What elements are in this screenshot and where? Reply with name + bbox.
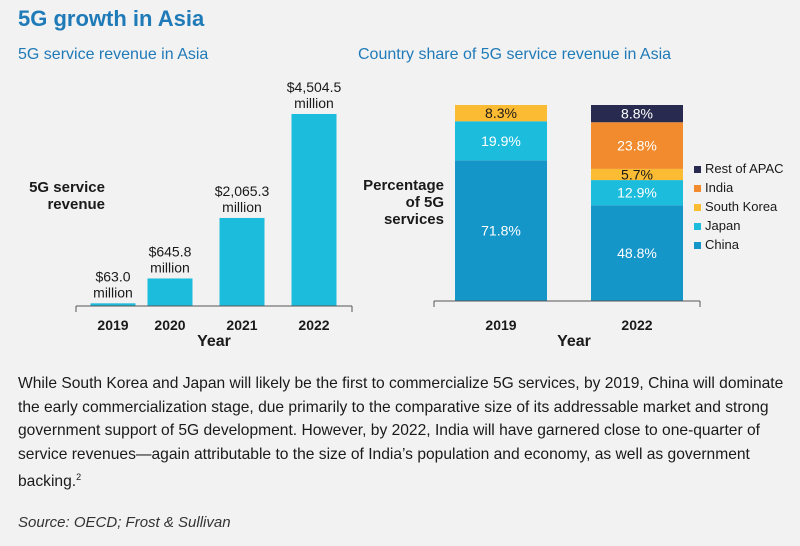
- revenue-x-tick-2022: 2022: [298, 317, 329, 333]
- revenue-x-tick-2020: 2020: [154, 317, 185, 333]
- revenue-value-label-2020: $645.8: [149, 243, 192, 259]
- share-segment-south-korea-2019: [455, 105, 547, 122]
- share-y-axis-title: Percentage: [363, 177, 444, 194]
- share-label-south-korea-2022: 5.7%: [621, 166, 653, 182]
- revenue-bar-2020: [147, 278, 193, 306]
- share-segment-japan-2019: [455, 121, 547, 161]
- legend-swatch-japan: [694, 223, 701, 230]
- share-segment-china-2022: [591, 205, 683, 301]
- share-label-india-2022: 23.8%: [617, 138, 657, 154]
- revenue-unit-label-2019: million: [93, 284, 133, 300]
- legend-swatch-china: [694, 242, 701, 249]
- legend-label-india: India: [705, 180, 734, 195]
- main-title: 5G growth in Asia: [18, 6, 205, 31]
- footnote-marker: 2: [76, 472, 82, 483]
- legend-label-south-korea: South Korea: [705, 199, 778, 214]
- revenue-value-label-2022: $4,504.5: [287, 79, 342, 95]
- revenue-value-label-2019: $63.0: [95, 268, 130, 284]
- revenue-y-axis-title: revenue: [47, 196, 105, 213]
- share-segment-china-2019: [455, 160, 547, 301]
- share-x-axis-title: Year: [557, 333, 591, 350]
- legend-swatch-india: [694, 185, 701, 192]
- share-label-rest-of-apac-2022: 8.8%: [621, 106, 653, 122]
- share-label-japan-2022: 12.9%: [617, 185, 657, 201]
- share-y-axis-title: of 5G: [406, 194, 444, 211]
- revenue-bar-2022: [291, 114, 337, 306]
- revenue-x-tick-2019: 2019: [97, 317, 128, 333]
- charts-canvas: $63.0million2019$645.8million2020$2,065.…: [29, 79, 784, 350]
- revenue-bar-2021: [219, 217, 265, 306]
- revenue-chart-title: 5G service revenue in Asia: [18, 46, 209, 63]
- share-y-axis-title: services: [384, 211, 444, 228]
- revenue-unit-label-2020: million: [150, 259, 190, 275]
- legend-swatch-south-korea: [694, 204, 701, 211]
- revenue-y-axis-title: 5G service: [29, 179, 105, 196]
- revenue-unit-label-2022: million: [294, 95, 334, 111]
- share-segment-india-2022: [591, 122, 683, 169]
- share-segment-south-korea-2022: [591, 168, 683, 181]
- share-x-tick-2022: 2022: [621, 317, 652, 333]
- revenue-value-label-2021: $2,065.3: [215, 183, 270, 199]
- share-chart-title: Country share of 5G service revenue in A…: [358, 46, 672, 63]
- share-label-china-2022: 48.8%: [617, 245, 657, 261]
- revenue-x-tick-2021: 2021: [226, 317, 257, 333]
- share-segment-rest-of-apac-2022: [591, 105, 683, 123]
- legend-label-china: China: [705, 237, 740, 252]
- legend-label-japan: Japan: [705, 218, 740, 233]
- share-segment-japan-2022: [591, 180, 683, 206]
- source-note: Source: OECD; Frost & Sullivan: [18, 514, 231, 531]
- revenue-unit-label-2021: million: [222, 199, 262, 215]
- legend-swatch-rest-of-apac: [694, 166, 701, 173]
- share-label-china-2019: 71.8%: [481, 223, 521, 239]
- share-label-japan-2019: 19.9%: [481, 133, 521, 149]
- share-x-tick-2019: 2019: [485, 317, 516, 333]
- legend-label-rest-of-apac: Rest of APAC: [705, 161, 784, 176]
- body-text: While South Korea and Japan will likely …: [18, 375, 784, 491]
- body-paragraph: While South Korea and Japan will likely …: [18, 372, 784, 494]
- revenue-bar-2019: [90, 303, 136, 306]
- revenue-x-axis-title: Year: [197, 333, 231, 350]
- share-label-south-korea-2019: 8.3%: [485, 105, 517, 121]
